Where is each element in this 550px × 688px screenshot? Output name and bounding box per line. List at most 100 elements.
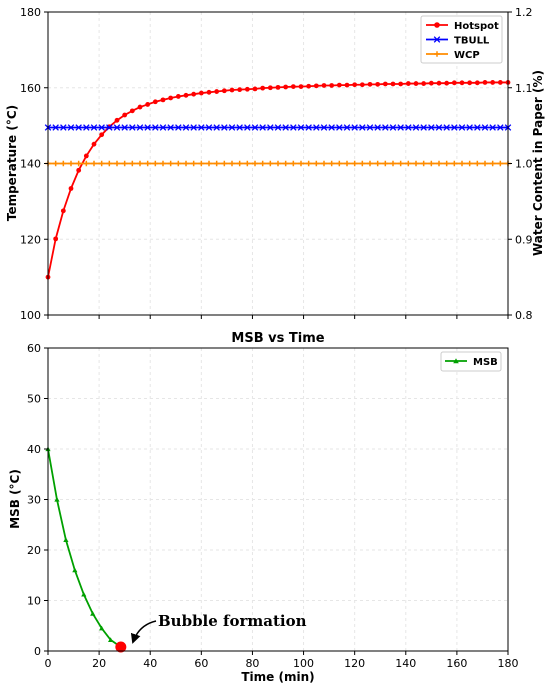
wcp-data-point bbox=[167, 160, 174, 167]
tbull-data-point bbox=[282, 124, 289, 131]
hotspot-data-point bbox=[260, 85, 266, 91]
tbull-data-point bbox=[198, 124, 205, 131]
wcp-data-point bbox=[175, 160, 182, 167]
wcp-data-point bbox=[236, 160, 243, 167]
wcp-data-point bbox=[328, 160, 335, 167]
tbull-data-point bbox=[228, 124, 236, 131]
hotspot-data-point bbox=[474, 80, 480, 86]
tbull-data-point bbox=[474, 124, 481, 131]
top-y-ticks-right: 0.8 0.9 1.0 1.1 1.2 bbox=[508, 6, 533, 322]
hotspot-data-point bbox=[390, 81, 396, 87]
bottom-legend: MSB bbox=[440, 351, 502, 372]
hotspot-data-point bbox=[367, 81, 373, 87]
temperature-chart: 100 120 140 160 180 0.8 0.9 1.0 1.1 1.2 Temperat… bbox=[5, 6, 545, 322]
hotspot-data-point bbox=[183, 92, 189, 98]
top-y-axis-label: Temperature (°C) bbox=[5, 105, 19, 221]
wcp-legend-marker bbox=[434, 51, 440, 57]
bottom-y-tick-label: 0 bbox=[34, 645, 41, 658]
tbull-legend-label: TBULL bbox=[454, 36, 490, 47]
tbull-data-point bbox=[305, 124, 312, 131]
tbull-data-point bbox=[397, 124, 404, 131]
wcp-data-point bbox=[137, 160, 143, 167]
wcp-data-point bbox=[367, 160, 373, 167]
wcp-data-point bbox=[152, 160, 159, 167]
hotspot-data-point bbox=[283, 84, 289, 90]
hotspot-data-point bbox=[398, 81, 404, 87]
wcp-data-point bbox=[390, 160, 396, 167]
wcp-data-point bbox=[275, 160, 281, 167]
top-y-axis-label-right: Water Content in Paper (%) bbox=[531, 70, 545, 256]
top-y-right-tick-label: 1.1 bbox=[515, 82, 533, 95]
hotspot-data-point bbox=[336, 82, 342, 88]
hotspot-data-point bbox=[428, 80, 434, 86]
tbull-data-point bbox=[67, 124, 75, 131]
tbull-data-point bbox=[366, 124, 374, 131]
wcp-data-point bbox=[428, 160, 435, 167]
hotspot-legend-label: Hotspot bbox=[454, 21, 499, 32]
annotation-text: Bubble formation bbox=[158, 612, 307, 630]
hotspot-data-point bbox=[53, 236, 59, 242]
hotspot-legend-marker bbox=[434, 22, 440, 28]
wcp-data-point bbox=[321, 160, 327, 167]
tbull-data-point bbox=[251, 124, 259, 131]
bottom-chart-title: MSB vs Time bbox=[231, 331, 324, 346]
tbull-data-point bbox=[90, 124, 98, 131]
hotspot-data-point bbox=[436, 80, 442, 86]
hotspot-data-point bbox=[467, 80, 473, 86]
tbull-data-point bbox=[359, 124, 366, 131]
wcp-data-point bbox=[397, 160, 404, 167]
bottom-y-tick-label: 30 bbox=[27, 494, 41, 507]
hotspot-data-point bbox=[405, 81, 411, 86]
hotspot-data-point bbox=[382, 81, 388, 87]
hotspot-data-point bbox=[168, 95, 174, 101]
top-legend: Hotspot TBULL WCP bbox=[420, 15, 503, 64]
wcp-data-point bbox=[259, 160, 266, 167]
hotspot-data-point bbox=[252, 86, 258, 92]
bottom-x-tick-label: 120 bbox=[344, 657, 365, 670]
tbull-data-point bbox=[435, 124, 443, 131]
hotspot-series-line bbox=[47, 81, 508, 278]
top-y-tick-label: 100 bbox=[20, 309, 41, 322]
tbull-data-point bbox=[351, 124, 358, 131]
top-y-tick-label: 140 bbox=[20, 158, 41, 171]
tbull-data-point bbox=[420, 124, 427, 131]
msb-legend-marker bbox=[453, 358, 459, 364]
hotspot-data-point bbox=[267, 85, 273, 91]
wcp-data-point bbox=[229, 160, 235, 167]
bottom-x-tick-label: 60 bbox=[194, 657, 208, 670]
wcp-data-point bbox=[436, 160, 442, 167]
msb-data-point bbox=[72, 567, 78, 573]
tbull-data-point bbox=[382, 124, 389, 131]
hotspot-data-point bbox=[490, 80, 496, 85]
tbull-data-point bbox=[481, 124, 489, 131]
tbull-data-point bbox=[52, 124, 59, 131]
wcp-data-point bbox=[489, 160, 496, 167]
bottom-series bbox=[45, 446, 127, 653]
hotspot-data-point bbox=[76, 167, 82, 173]
wcp-data-point bbox=[160, 160, 166, 167]
hotspot-data-point bbox=[60, 208, 66, 214]
wcp-data-point bbox=[482, 160, 488, 167]
msb-data-point bbox=[63, 537, 69, 542]
tbull-data-point bbox=[267, 124, 274, 131]
tbull-data-point bbox=[205, 124, 213, 131]
tbull-data-point bbox=[412, 124, 420, 131]
tbull-data-point bbox=[152, 124, 159, 131]
top-y-tick-label: 120 bbox=[20, 233, 41, 246]
wcp-data-point bbox=[213, 160, 220, 167]
wcp-data-point bbox=[121, 160, 128, 167]
tbull-data-point bbox=[428, 124, 435, 131]
tbull-data-point bbox=[290, 124, 297, 131]
bottom-x-tick-label: 0 bbox=[45, 657, 52, 670]
wcp-data-point bbox=[183, 160, 189, 167]
tbull-data-point bbox=[313, 124, 320, 131]
tbull-data-point bbox=[443, 124, 450, 131]
bottom-legend-box bbox=[440, 351, 502, 372]
hotspot-data-point bbox=[214, 89, 220, 94]
tbull-data-point bbox=[236, 124, 243, 131]
tbull-data-point bbox=[83, 124, 90, 131]
msb-data-point bbox=[81, 591, 87, 597]
bubble-formation-annotation: Bubble formation bbox=[130, 612, 307, 644]
hotspot-data-point bbox=[321, 83, 327, 88]
